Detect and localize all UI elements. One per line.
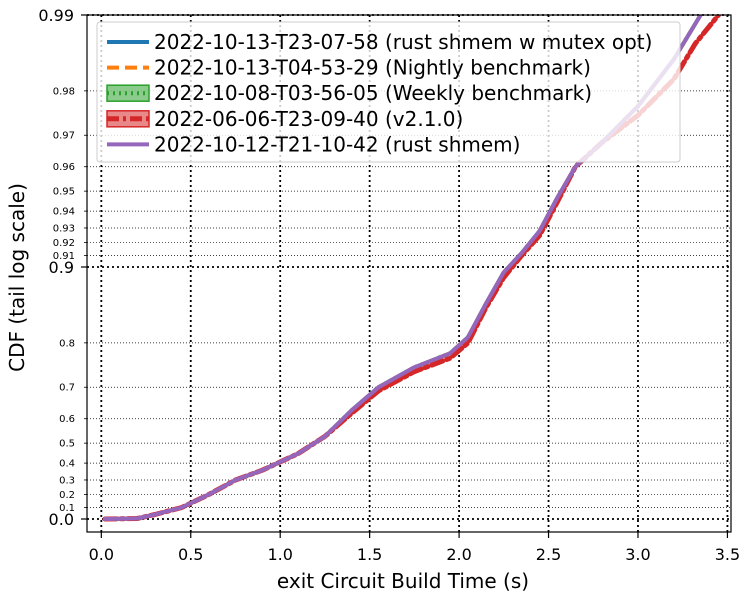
legend-label: 2022-10-12-T21-10-42 (rust shmem) (154, 132, 520, 156)
y-minor-tick-label: 0.96 (53, 162, 75, 173)
y-minor-tick-label: 0.93 (53, 223, 75, 234)
y-major-tick-label: 0.9 (49, 258, 74, 277)
y-minor-tick-label: 0.7 (59, 383, 75, 394)
y-minor-tick-label: 0.6 (59, 414, 75, 425)
legend-item-3: 2022-10-08-T03-56-05 (Weekly benchmark) (107, 81, 592, 105)
x-tick-label: 1.0 (267, 545, 292, 564)
y-minor-tick-label: 0.4 (59, 459, 75, 470)
y-minor-tick-label: 0.2 (59, 490, 75, 501)
legend: 2022-10-13-T23-07-58 (rust shmem w mutex… (97, 22, 680, 162)
x-tick-label: 0.5 (178, 545, 203, 564)
x-tick-label: 3.0 (625, 545, 650, 564)
x-tick-label: 2.0 (446, 545, 471, 564)
y-major-tick-label: 0.99 (38, 6, 74, 25)
y-minor-tick-label: 0.94 (53, 207, 75, 218)
y-minor-tick-label: 0.95 (53, 187, 75, 198)
x-axis-label: exit Circuit Build Time (s) (277, 569, 529, 593)
y-minor-tick-label: 0.92 (53, 238, 75, 249)
legend-label: 2022-06-06-T23-09-40 (v2.1.0) (154, 107, 463, 131)
legend-item-4: 2022-06-06-T23-09-40 (v2.1.0) (107, 107, 463, 131)
y-minor-tick-label: 0.98 (53, 86, 75, 97)
legend-label: 2022-10-13-T23-07-58 (rust shmem w mutex… (154, 30, 652, 54)
y-minor-tick-label: 0.8 (59, 338, 75, 349)
legend-label: 2022-10-08-T03-56-05 (Weekly benchmark) (154, 81, 592, 105)
y-minor-tick-label: 0.5 (59, 439, 75, 450)
x-tick-label: 0.0 (89, 545, 114, 564)
x-tick-label: 1.5 (357, 545, 382, 564)
legend-item-5: 2022-10-12-T21-10-42 (rust shmem) (107, 132, 520, 156)
x-tick-label: 2.5 (536, 545, 561, 564)
legend-item-1: 2022-10-13-T23-07-58 (rust shmem w mutex… (107, 30, 652, 54)
legend-label: 2022-10-13-T04-53-29 (Nightly benchmark) (154, 56, 591, 80)
legend-item-2: 2022-10-13-T04-53-29 (Nightly benchmark) (107, 56, 591, 80)
y-minor-tick-label: 0.97 (53, 131, 75, 142)
y-major-tick-label: 0.0 (49, 510, 74, 529)
y-axis-label: CDF (tail log scale) (5, 183, 29, 372)
y-minor-tick-label: 0.3 (59, 475, 75, 486)
x-tick-label: 3.5 (715, 545, 740, 564)
